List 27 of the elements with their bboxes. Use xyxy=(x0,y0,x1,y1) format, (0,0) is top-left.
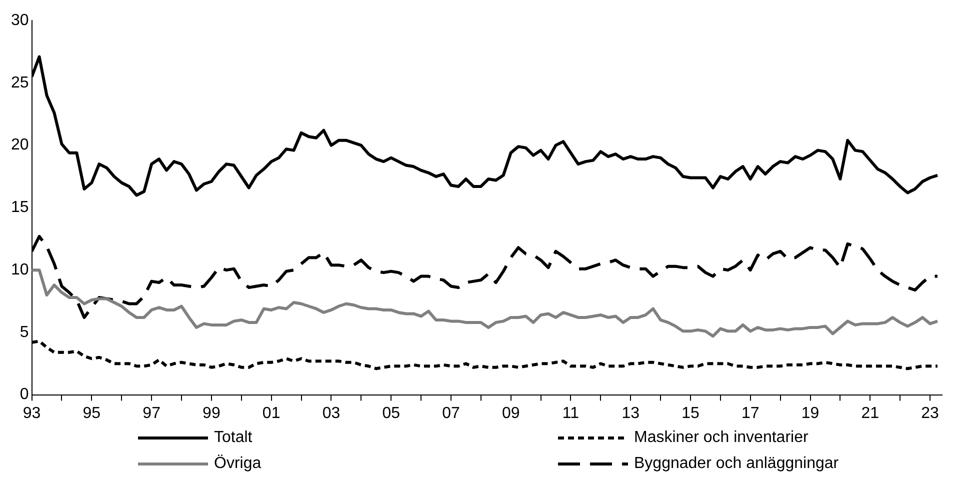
x-tick-label: 23 xyxy=(921,404,940,422)
legend-label: Maskiner och inventarier xyxy=(634,428,808,448)
x-tick-label: 93 xyxy=(22,404,41,422)
y-tick-label: 15 xyxy=(11,199,29,216)
legend-label: Övriga xyxy=(214,454,262,474)
x-tick-label: 05 xyxy=(382,404,400,422)
x-tick-label: 15 xyxy=(682,404,700,422)
x-tick-label: 99 xyxy=(202,404,220,422)
y-tick-label: 0 xyxy=(20,386,29,404)
x-tick-label: 11 xyxy=(562,404,580,422)
x-tick-label: 95 xyxy=(82,404,101,422)
x-tick-label: 13 xyxy=(622,404,640,422)
x-tick-label: 09 xyxy=(502,404,520,422)
x-tick-label: 01 xyxy=(262,404,280,422)
x-tick-label: 97 xyxy=(142,404,161,422)
y-tick-label: 30 xyxy=(11,12,29,30)
legend-label: Totalt xyxy=(214,428,252,448)
y-tick-label: 20 xyxy=(11,136,29,154)
x-tick-label: 07 xyxy=(442,404,460,422)
x-tick-label: 03 xyxy=(322,404,340,422)
x-tick-label: 19 xyxy=(801,404,820,422)
y-tick-label: 10 xyxy=(11,261,29,278)
y-tick-label: 5 xyxy=(20,324,29,341)
x-tick-label: 17 xyxy=(741,404,760,422)
y-tick-label: 25 xyxy=(11,74,29,92)
legend-label: Byggnader och anläggningar xyxy=(634,454,839,474)
x-tick-label: 21 xyxy=(861,404,880,422)
